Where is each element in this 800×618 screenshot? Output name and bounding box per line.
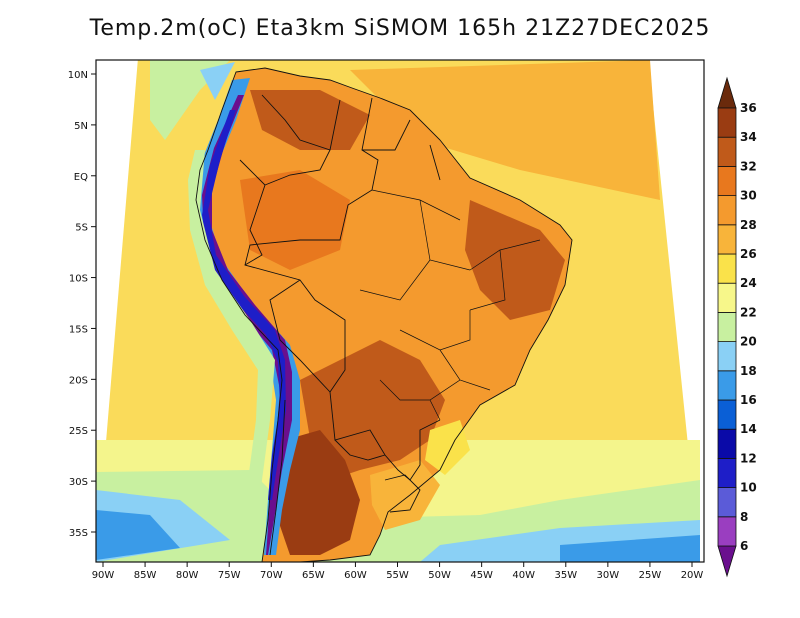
lon-tick-label: 50W (428, 570, 451, 581)
hot-region-venezuela (250, 90, 370, 150)
colorbar-bin (717, 370, 737, 401)
colorbar-label: 14 (740, 422, 757, 436)
colorbar-bin (717, 107, 737, 138)
colorbar-top-arrow (717, 76, 737, 109)
lat-tick-label: 10S (69, 274, 88, 285)
colorbar-label: 18 (740, 364, 757, 378)
lon-tick-label: 45W (470, 570, 493, 581)
lat-tick-label: 5N (74, 121, 88, 132)
lon-tick-label: 70W (260, 570, 283, 581)
lon-tick-label: 40W (512, 570, 535, 581)
colorbar-bin (717, 282, 737, 313)
pacific-cold-pocket (96, 510, 180, 560)
lon-tick-label: 60W (344, 570, 367, 581)
colorbar-label: 12 (740, 451, 757, 465)
longitude-axis: 90W 85W 80W 75W 70W 65W 60W 55W 50W 45W 40W 35W 30W 2… (92, 562, 704, 581)
lon-tick-label: 90W (92, 570, 115, 581)
colorbar-bin (717, 253, 737, 284)
lon-tick-label: 75W (218, 570, 241, 581)
lon-tick-label: 35W (554, 570, 577, 581)
hot-region-chaco (278, 430, 360, 555)
paraguay-border (334, 439, 386, 461)
lon-tick-label: 80W (176, 570, 199, 581)
colorbar-label: 20 (740, 335, 757, 349)
lon-tick-label: 20W (681, 570, 704, 581)
map-frame (95, 59, 705, 563)
venezuela-guyana-border (329, 99, 441, 181)
bolivia-border (269, 279, 331, 393)
lon-tick-label: 25W (639, 570, 662, 581)
colorbar-bin (717, 399, 737, 430)
lon-tick-label: 30W (597, 570, 620, 581)
lat-tick-label: EQ (74, 172, 88, 183)
map-title: Temp.2m(oC) Eta3km SiSMOM 165h 21Z27DEC2… (89, 16, 711, 41)
colorbar-label: 24 (740, 276, 757, 290)
colorbar-label: 16 (740, 393, 757, 407)
peru-border (239, 159, 266, 266)
coastline (195, 67, 573, 562)
colorbar-bin (717, 136, 737, 167)
argentina-chile-border (269, 399, 286, 556)
atlantic-north-warm (350, 60, 660, 200)
humboldt-cool-strip (188, 150, 275, 540)
colorbar-bin (717, 224, 737, 255)
lon-tick-label: 55W (386, 570, 409, 581)
colorbar-bottom-arrow (717, 545, 737, 578)
lat-tick-label: 30S (69, 477, 88, 488)
colorbar-bin (717, 195, 737, 226)
lat-tick-label: 15S (69, 324, 88, 335)
hot-region-northeast (465, 200, 565, 320)
lat-tick-label: 20S (69, 375, 88, 386)
colorbar-bin (717, 165, 737, 196)
colorbar-bin (717, 428, 737, 459)
lon-tick-label: 65W (302, 570, 325, 581)
colorbar-label: 8 (740, 510, 748, 524)
panama-bight-pocket (200, 62, 235, 100)
colorbar-bin (717, 311, 737, 342)
lat-tick-label: 5S (75, 223, 88, 234)
brazil-states (359, 189, 541, 421)
uruguay-border (384, 474, 421, 513)
country-borders (195, 67, 573, 562)
colorbar-label: 36 (740, 101, 757, 115)
lon-tick-label: 85W (134, 570, 157, 581)
lat-tick-label: 10N (68, 70, 88, 81)
colorbar-label: 28 (740, 218, 757, 232)
colorbar-label: 32 (740, 159, 757, 173)
lat-tick-label: 25S (69, 426, 88, 437)
colorbar-bin (717, 516, 737, 547)
colorbar-bin (717, 457, 737, 488)
colorbar-label: 34 (740, 130, 757, 144)
colorbar-label: 22 (740, 305, 757, 319)
map-field (96, 60, 704, 562)
andes-mid-strip (202, 110, 286, 500)
colorbar-label: 10 (740, 481, 757, 495)
hot-region-amazon-west (240, 170, 350, 270)
south-atlantic-coldest-band (560, 535, 700, 562)
colorbar: 6 8 10 12 14 16 18 20 22 24 26 28 30 32 34 36 (717, 76, 757, 578)
colorbar-bin (717, 341, 737, 372)
latitude-axis: 10N 5N EQ 5S 10S 15S 20S 25S 30S 35S (68, 70, 96, 539)
colorbar-bin (717, 487, 737, 518)
hot-region-central (300, 340, 445, 480)
lat-tick-label: 35S (69, 528, 88, 539)
colorbar-label: 26 (740, 247, 757, 261)
colorbar-label: 6 (740, 539, 748, 553)
cool-region-southeast (425, 420, 470, 475)
colorbar-label: 30 (740, 189, 757, 203)
